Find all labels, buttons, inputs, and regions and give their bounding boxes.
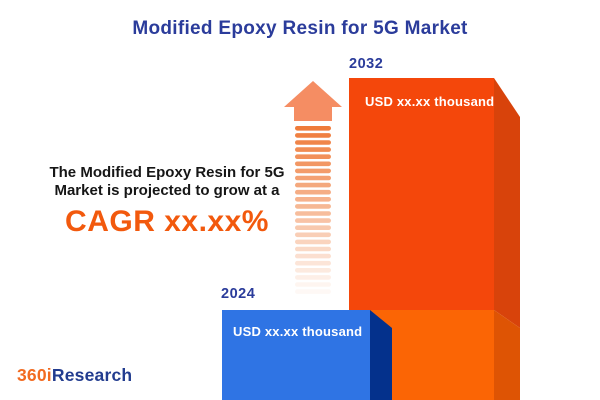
growth-arrow-stripe <box>295 197 331 202</box>
growth-arrow-stripe <box>295 204 331 209</box>
growth-arrow-stripe <box>295 275 331 280</box>
bar-2032-side-lower <box>494 310 520 400</box>
bar-2024-face <box>222 310 370 400</box>
bar-2032 <box>349 78 520 400</box>
annotation-block: The Modified Epoxy Resin for 5G Market i… <box>36 164 298 239</box>
growth-arrow-stripe <box>295 260 331 266</box>
bar-2032-face-upper <box>349 78 494 310</box>
bar-label-2032: 2032 <box>349 56 384 72</box>
bar-label-2024: 2024 <box>221 286 256 302</box>
growth-arrow-stripe <box>295 189 331 195</box>
growth-arrow-stripe <box>295 182 331 188</box>
logo-part-360i: 360i <box>17 365 52 385</box>
bar-2024 <box>222 310 392 400</box>
growth-arrow-stripe <box>295 154 331 159</box>
cagr-value: CAGR xx.xx% <box>65 205 269 238</box>
growth-arrow-stripe <box>295 253 331 259</box>
growth-arrow-stripe <box>295 246 331 252</box>
bar-value-2024: USD xx.xx thousand <box>233 324 363 339</box>
page-title: Modified Epoxy Resin for 5G Market <box>132 18 468 39</box>
annotation-line-1: The Modified Epoxy Resin for 5G <box>49 164 285 181</box>
growth-arrow-icon <box>284 81 342 294</box>
growth-arrow-stripe <box>295 175 331 181</box>
bar-2032-side-upper <box>494 78 520 328</box>
logo-part-research: Research <box>51 365 133 385</box>
growth-arrow-stripe <box>295 140 331 145</box>
growth-arrow-stripe <box>295 126 331 131</box>
growth-arrow-stripes <box>295 126 331 294</box>
growth-arrow-stripe <box>295 225 331 230</box>
growth-arrow-stripe <box>295 218 331 223</box>
growth-arrow-stripe <box>295 211 331 216</box>
growth-arrow-stripe <box>295 289 331 294</box>
growth-arrow-stripe <box>295 168 331 174</box>
growth-arrow-stripe <box>295 133 331 138</box>
growth-arrow-stripe <box>295 268 331 273</box>
growth-arrow-stripe <box>295 282 331 287</box>
bar-value-2032: USD xx.xx thousand <box>365 94 495 109</box>
growth-arrow-stripe <box>295 232 331 238</box>
growth-arrow-head <box>284 81 342 121</box>
bar-2024-side <box>370 310 392 400</box>
logo-360iresearch: 360iResearch <box>17 365 132 386</box>
growth-arrow-stripe <box>295 147 331 152</box>
annotation-line-2: Market is projected to grow at a <box>54 182 280 199</box>
growth-arrow-stripe <box>295 161 331 167</box>
growth-arrow-stripe <box>295 239 331 245</box>
